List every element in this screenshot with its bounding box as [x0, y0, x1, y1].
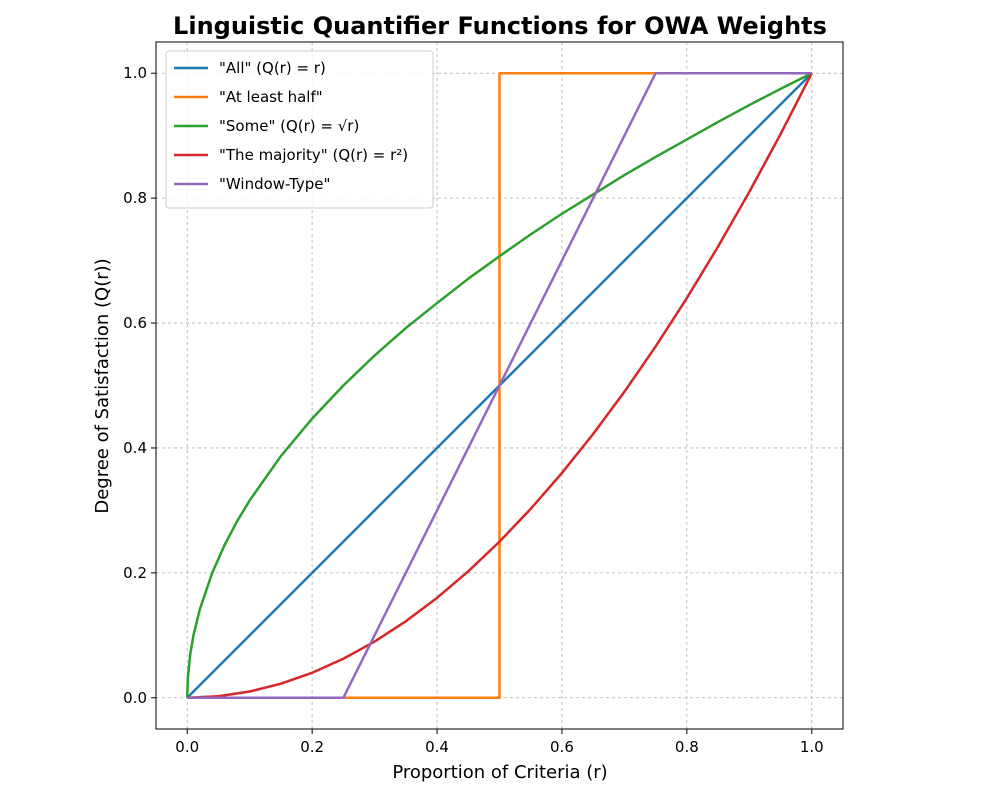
legend: "All" (Q(r) = r) "At least half" "Some" (Q… — [165, 50, 434, 209]
plot-frame — [155, 41, 844, 730]
legend-item: "Some" (Q(r) = √r) — [174, 117, 359, 135]
legend-item: "At least half" — [174, 88, 323, 106]
x-tick-label: 0.8 — [675, 738, 699, 756]
series-line-some — [185, 72, 813, 698]
x-tick-label: 0.0 — [175, 738, 199, 756]
legend-label: "Some" (Q(r) = √r) — [219, 117, 359, 135]
y-tick-label: 0.0 — [123, 689, 147, 707]
legend-box — [165, 50, 434, 209]
x-axis-ticks: 0.0 0.2 0.4 0.6 0.8 1.0 — [175, 729, 824, 756]
y-tick-label: 0.6 — [123, 314, 147, 332]
chart-title: Linguistic Quantifier Functions for OWA … — [173, 12, 827, 40]
legend-label: "At least half" — [219, 88, 323, 106]
legend-item: "Window-Type" — [174, 175, 330, 193]
y-tick-label: 0.4 — [123, 439, 147, 457]
series-line-window-type — [187, 71, 812, 700]
y-tick-label: 1.0 — [123, 64, 147, 82]
y-axis-ticks: 0.0 0.2 0.4 0.6 0.8 1.0 — [123, 64, 156, 707]
x-tick-label: 0.2 — [300, 738, 324, 756]
legend-item: "All" (Q(r) = r) — [174, 59, 326, 77]
x-axis-label: Proportion of Criteria (r) — [392, 762, 607, 783]
x-tick-label: 0.6 — [550, 738, 574, 756]
x-tick-label: 0.4 — [425, 738, 449, 756]
legend-item: "The majority" (Q(r) = r²) — [174, 146, 408, 164]
series-line-the-majority — [187, 72, 813, 700]
series-layer — [185, 71, 813, 700]
legend-label: "All" (Q(r) = r) — [219, 59, 326, 77]
legend-label: "The majority" (Q(r) = r²) — [219, 146, 408, 164]
y-tick-label: 0.2 — [123, 564, 147, 582]
legend-label: "Window-Type" — [219, 175, 330, 193]
x-tick-label: 1.0 — [800, 738, 824, 756]
y-axis-label: Degree of Satisfaction (Q(r)) — [92, 258, 113, 513]
y-tick-label: 0.8 — [123, 189, 147, 207]
